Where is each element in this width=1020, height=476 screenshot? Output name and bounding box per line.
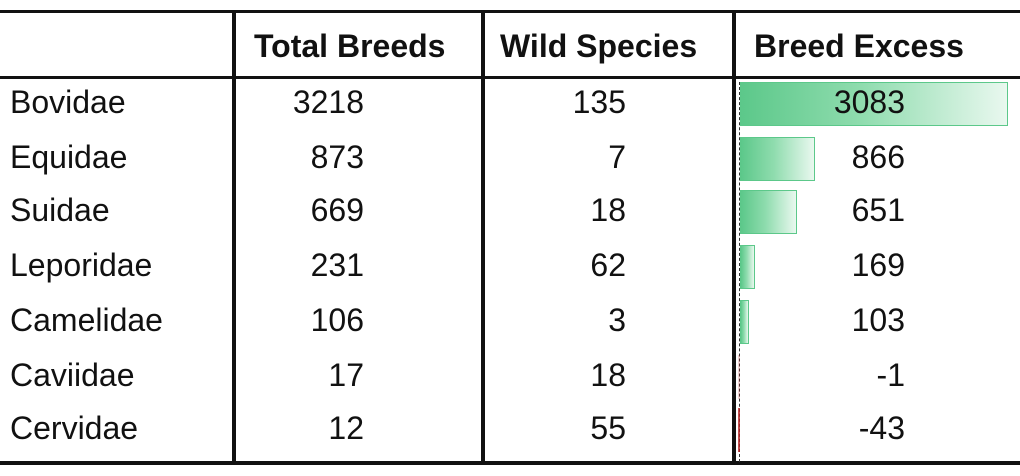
total-breeds-suidae: 669 [310, 192, 364, 228]
data-bar-camelidae [740, 300, 749, 344]
bottom-border [0, 461, 1020, 465]
row-label-caviidae: Caviidae [10, 357, 135, 393]
row-label-camelidae: Camelidae [10, 302, 163, 338]
breed-excess-suidae: 651 [851, 192, 905, 228]
wild-species-bovidae: 135 [572, 84, 626, 120]
wild-species-leporidae: 62 [590, 247, 626, 283]
data-bar-bovidae [740, 82, 1008, 126]
data-bar-suidae [740, 190, 797, 234]
wild-species-caviidae: 18 [590, 357, 626, 393]
column-divider-3 [732, 12, 736, 464]
data-bar-axis [739, 82, 740, 462]
total-breeds-leporidae: 231 [310, 247, 364, 283]
header-breed-excess: Breed Excess [754, 28, 964, 64]
column-divider-1 [232, 12, 236, 464]
breed-excess-cervidae: -43 [858, 410, 905, 446]
row-label-cervidae: Cervidae [10, 410, 139, 446]
total-breeds-cervidae: 12 [328, 410, 364, 446]
column-divider-2 [481, 12, 485, 464]
row-label-bovidae: Bovidae [10, 84, 126, 120]
header-total-breeds: Total Breeds [254, 28, 446, 64]
row-label-suidae: Suidae [10, 192, 110, 228]
data-bar-leporidae [740, 245, 755, 289]
breed-excess-equidae: 866 [851, 139, 905, 175]
breed-excess-caviidae: -1 [876, 357, 905, 393]
wild-species-camelidae: 3 [608, 302, 626, 338]
row-label-leporidae: Leporidae [10, 247, 153, 283]
total-breeds-bovidae: 3218 [292, 84, 364, 120]
data-bar-caviidae [738, 355, 740, 399]
data-bar-equidae [740, 137, 816, 181]
breed-excess-bovidae: 3083 [833, 84, 905, 120]
row-label-equidae: Equidae [10, 139, 128, 175]
breed-excess-camelidae: 103 [851, 302, 905, 338]
top-border [0, 10, 1020, 13]
total-breeds-equidae: 873 [310, 139, 364, 175]
wild-species-cervidae: 55 [590, 410, 626, 446]
breed-excess-leporidae: 169 [851, 247, 905, 283]
wild-species-equidae: 7 [608, 139, 626, 175]
wild-species-suidae: 18 [590, 192, 626, 228]
data-bar-cervidae [738, 408, 740, 452]
header-divider [0, 76, 1020, 79]
total-breeds-caviidae: 17 [328, 357, 364, 393]
header-wild-species: Wild Species [500, 28, 698, 64]
total-breeds-camelidae: 106 [310, 302, 364, 338]
